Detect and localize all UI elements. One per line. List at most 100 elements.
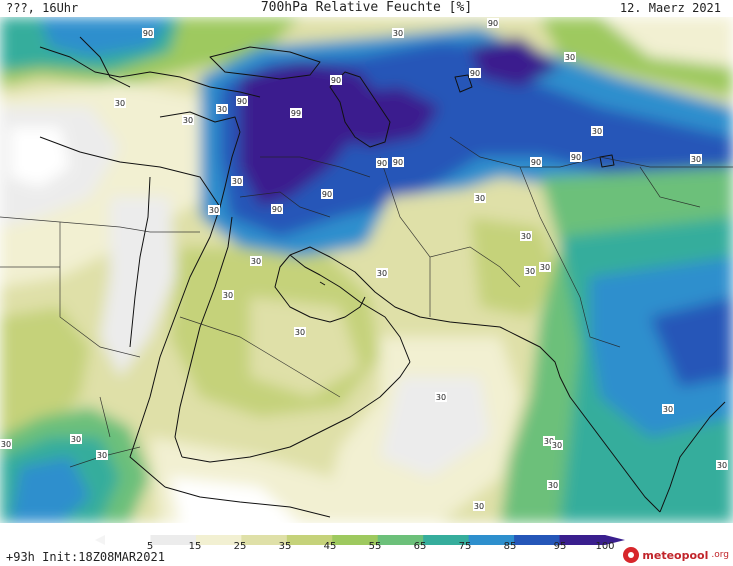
contour-label: 30 [377, 269, 387, 278]
coastlines [39, 36, 726, 518]
contour-label: 90 [322, 190, 332, 199]
meteopool-logo: meteopool .org [623, 545, 729, 565]
contour-label: 30 [232, 177, 242, 186]
contour-label-bg [392, 28, 404, 38]
contour-label-bg [231, 176, 243, 186]
forecast-date: 12. Maerz 2021 [619, 1, 721, 15]
color-scale-tick: 85 [503, 541, 517, 552]
contour-label: 30 [97, 451, 107, 460]
contour-label: 90 [470, 69, 480, 78]
contour-label-bg [294, 327, 306, 337]
contour-label: 90 [531, 158, 541, 167]
color-scale-swatch [423, 535, 470, 545]
contour-label: 30 [548, 481, 558, 490]
contour-label-bg [564, 52, 576, 62]
brand-tld: .org [711, 550, 729, 560]
contour-label: 90 [571, 153, 581, 162]
contour-label: 30 [565, 53, 575, 62]
contour-label-bg [473, 501, 485, 511]
contour-label: 30 [223, 291, 233, 300]
contour-label: 99 [291, 109, 301, 118]
color-scale-swatch [514, 535, 561, 545]
color-scale-swatch [559, 535, 606, 545]
contour-label: 90 [143, 29, 153, 38]
color-scale-swatch [332, 535, 379, 545]
contour-label-bg [142, 28, 154, 38]
forecast-time-label: ???, 16Uhr [6, 1, 79, 15]
color-scale-tick: 100 [595, 541, 615, 552]
contour-label-bg [543, 436, 555, 446]
contour-label-bg [376, 268, 388, 278]
contour-label: 90 [393, 158, 403, 167]
color-scale-tick: 25 [233, 541, 247, 552]
contour-label-bg [290, 108, 302, 118]
contour-label: 30 [521, 232, 531, 241]
contour-label-bg [662, 404, 674, 414]
contour-label: 30 [592, 127, 602, 136]
color-scale-bar [95, 530, 635, 545]
contour-label-bg [690, 154, 702, 164]
contour-label: 30 [717, 461, 727, 470]
contour-label-bg [524, 266, 536, 276]
contour-label-bg [474, 193, 486, 203]
humidity-field [0, 17, 733, 523]
contour-label-bg [551, 440, 563, 450]
contour-label: 30 [540, 263, 550, 272]
contour-label-bg [271, 204, 283, 214]
contour-label: 30 [474, 502, 484, 511]
color-scale-swatch [377, 535, 424, 545]
contour-label: 90 [377, 159, 387, 168]
contour-label: 90 [488, 19, 498, 28]
color-scale-tick: 95 [553, 541, 567, 552]
contour-label: 30 [436, 393, 446, 402]
borders [0, 136, 733, 468]
color-scale-swatch [105, 535, 151, 545]
color-scale-tick: 75 [458, 541, 472, 552]
contour-label-bg [222, 290, 234, 300]
contour-label-bg [216, 104, 228, 114]
contour-label-bg [570, 152, 582, 162]
contour-label-bg [520, 231, 532, 241]
contour-label: 90 [272, 205, 282, 214]
color-scale-swatch [468, 535, 515, 545]
contour-label-bg [487, 18, 499, 28]
color-scale-swatch [241, 535, 288, 545]
contour-label-bg [321, 189, 333, 199]
contour-label: 30 [251, 257, 261, 266]
contour-label-bg [96, 450, 108, 460]
contour-label-bg [435, 392, 447, 402]
color-scale-tick: 55 [368, 541, 382, 552]
color-scale-tick: 5 [146, 541, 154, 552]
contour-label-bg [530, 157, 542, 167]
color-scale-arrow [95, 535, 105, 545]
brand-name: meteopool [642, 548, 709, 562]
contour-label-bg [114, 98, 126, 108]
contour-label-bg [70, 434, 82, 444]
contour-label-bg [716, 460, 728, 470]
humidity-map: 90 30 90 30 90 90 90 90 30 30 30 99 90 90 30 30 90 90 90 30… [0, 17, 733, 523]
contour-label: 30 [393, 29, 403, 38]
contour-label-bg [539, 262, 551, 272]
color-scale-tick: 15 [188, 541, 202, 552]
contour-label-bg [469, 68, 481, 78]
contour-label-bg [208, 205, 220, 215]
contour-label: 90 [237, 97, 247, 106]
contour-label: 30 [217, 105, 227, 114]
contour-label: 90 [331, 76, 341, 85]
contour-label-bg [182, 115, 194, 125]
color-scale-tick: 45 [323, 541, 337, 552]
contour-label: 30 [691, 155, 701, 164]
contour-label: 30 [183, 116, 193, 125]
contour-label-bg [236, 96, 248, 106]
contour-label: 30 [209, 206, 219, 215]
contour-label: 30 [525, 267, 535, 276]
contour-label: 30 [552, 441, 562, 450]
color-scale-tick: 65 [413, 541, 427, 552]
color-scale-swatch [150, 535, 197, 545]
contour-label: 30 [663, 405, 673, 414]
contour-label: 30 [295, 328, 305, 337]
contour-label: 30 [1, 440, 11, 449]
color-scale-ticks: 5 15 25 35 45 55 65 75 85 95 100 [0, 541, 733, 555]
contour-label-bg [250, 256, 262, 266]
contour-label: 30 [115, 99, 125, 108]
